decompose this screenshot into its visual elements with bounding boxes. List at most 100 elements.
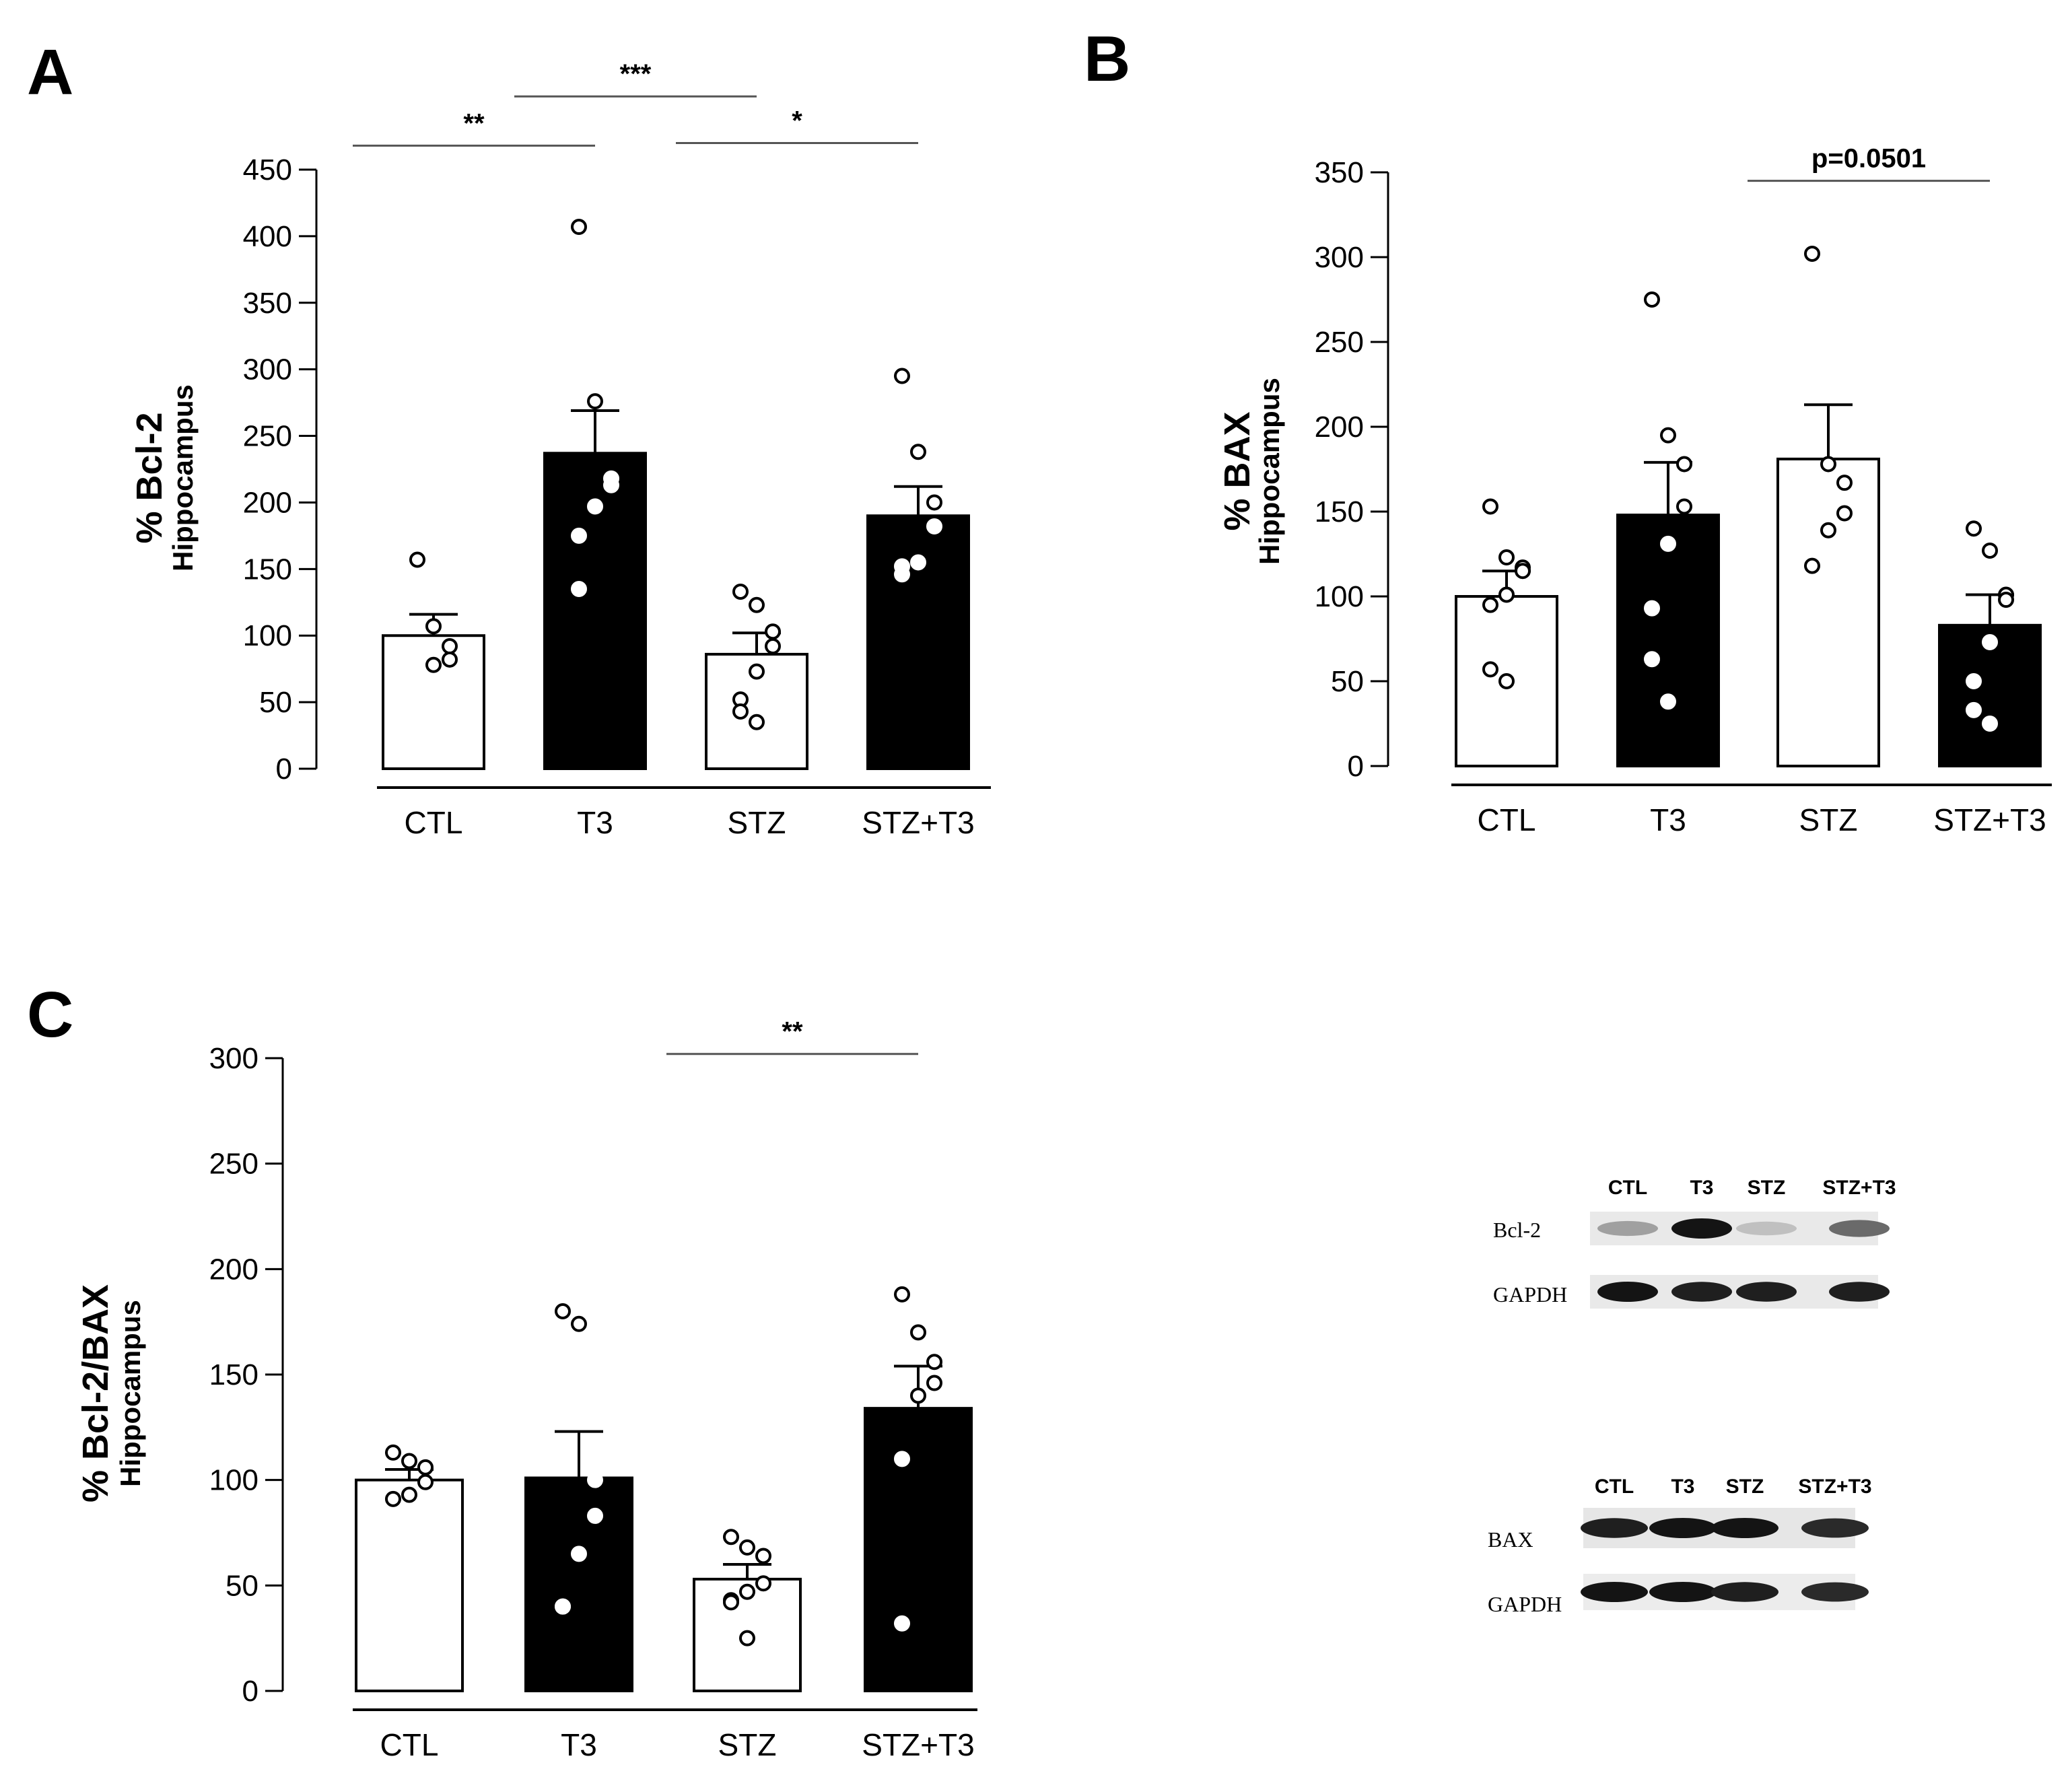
chart-c-x-tick-label: STZ+T3 (862, 1727, 974, 1762)
blot-lane-label: STZ+T3 (1822, 1177, 1896, 1199)
blot-band (1736, 1221, 1797, 1236)
chart-b-data-point (1676, 456, 1692, 473)
chart-b-data-point (1982, 634, 1998, 651)
chart-c-data-point (401, 1486, 417, 1503)
blot-lane-label: STZ (1726, 1476, 1764, 1498)
chart-a-bar (382, 634, 485, 770)
chart-a-y-tick-label: 100 (243, 619, 292, 652)
blot-band (1711, 1518, 1779, 1538)
chart-b-bar (1616, 514, 1720, 767)
chart-c-x-tick-label: T3 (561, 1727, 597, 1762)
chart-a-data-point (571, 527, 587, 544)
chart-b-data-point (1498, 549, 1515, 566)
blot-row-label: Bcl-2 (1493, 1218, 1541, 1242)
chart-a-y-tick-label: 300 (243, 353, 292, 386)
chart-a-y-tick-label: 200 (243, 486, 292, 519)
chart-c-y-tick-label: 150 (209, 1358, 258, 1391)
chart-c-data-point (739, 1630, 755, 1646)
blot-band (1801, 1582, 1869, 1602)
chart-a-significance-label: ** (463, 108, 485, 138)
chart-c-y-tick-label: 50 (226, 1569, 258, 1602)
blot-band (1671, 1282, 1732, 1302)
chart-a-data-point (749, 663, 765, 680)
chart-a-data-point (749, 714, 765, 730)
blot-lane-label: STZ+T3 (1798, 1476, 1871, 1498)
chart-b-y-tick-label: 150 (1315, 495, 1364, 528)
chart-b-data-point (1482, 661, 1498, 678)
chart-c-data-point (417, 1459, 434, 1476)
blot-row-label: GAPDH (1493, 1282, 1567, 1307)
chart-c-ylabel-sub: Hippocampus (114, 1300, 146, 1487)
chart-c-significance-label: ** (782, 1017, 803, 1047)
chart-b-data-point (1482, 498, 1498, 515)
chart-b-data-point (1660, 535, 1676, 552)
chart-b-data-point (1804, 245, 1820, 262)
chart-b-data-point (1515, 563, 1531, 580)
chart-a-data-point (894, 566, 910, 583)
chart-c-y-tick-label: 100 (209, 1464, 258, 1497)
chart-a-data-point (425, 618, 442, 635)
chart-b-y-tick-label: 200 (1315, 411, 1364, 444)
chart-a-data-point (749, 596, 765, 613)
chart-c-data-point (385, 1444, 401, 1461)
chart-a-data-point (571, 581, 587, 597)
chart-c-data-point (555, 1598, 571, 1615)
chart-b-x-tick-label: T3 (1650, 802, 1686, 837)
blot-band (1671, 1218, 1732, 1239)
chart-c-data-point (739, 1539, 755, 1556)
chart-c-data-point (723, 1594, 739, 1611)
blot-band (1581, 1518, 1648, 1538)
chart-c-ylabel: % Bcl-2/BAX (75, 1284, 116, 1502)
chart-b-data-point (1836, 505, 1853, 522)
chart-c-data-point (894, 1615, 910, 1632)
chart-c-data-point (894, 1286, 910, 1303)
chart-c-y-tick-label: 200 (209, 1253, 258, 1286)
chart-c-data-point (587, 1507, 603, 1524)
chart-c-bar (524, 1476, 633, 1693)
chart-c-data-point (723, 1529, 739, 1546)
chart-b-data-point (1820, 456, 1836, 473)
chart-a-x-tick-label: T3 (577, 805, 613, 840)
blot-lane-label: T3 (1690, 1177, 1713, 1199)
chart-c-x-tick-label: CTL (380, 1727, 439, 1762)
panel-letter-a: A (27, 36, 73, 108)
chart-a-ylabel-sub: Hippocampus (167, 384, 199, 571)
chart-a-significance-label: * (792, 106, 802, 135)
chart-c-data-point (910, 1324, 926, 1341)
blot-lane-label: T3 (1671, 1476, 1694, 1498)
chart-a-data-point (765, 638, 781, 655)
chart-b-data-point (1644, 600, 1660, 617)
blot-lane-label: CTL (1595, 1476, 1634, 1498)
chart-a-data-point (442, 638, 458, 655)
chart-bcl2-bax-ratio: % Bcl-2/BAX Hippocampus 0 50 100 150 200 250 3… (75, 1017, 977, 1762)
chart-c-data-point (401, 1453, 417, 1469)
chart-b-ylabel-sub: Hippocampus (1253, 378, 1285, 565)
chart-c-data-point (587, 1471, 603, 1488)
chart-a-y-tick-label: 0 (276, 753, 292, 786)
chart-b-data-point (1998, 592, 2014, 609)
chart-b-x-tick-label: STZ (1799, 802, 1858, 837)
chart-c-y-tick-label: 250 (209, 1148, 258, 1181)
chart-a-x-tick-label: CTL (405, 805, 463, 840)
blot-band (1597, 1282, 1658, 1302)
chart-a-y-tick-label: 250 (243, 420, 292, 453)
chart-a-data-point (894, 368, 910, 384)
chart-a-data-point (587, 498, 603, 515)
chart-c-data-point (894, 1451, 910, 1467)
chart-b-data-point (1820, 522, 1836, 539)
western-blot-bcl2: CTL T3 STZ STZ+T3 Bcl-2 GAPDH (1493, 1177, 1896, 1309)
chart-b-y-tick-label: 300 (1315, 241, 1364, 274)
chart-a-y-tick-label: 400 (243, 220, 292, 253)
chart-a-significance-label: *** (620, 59, 652, 89)
chart-a-data-point (571, 219, 587, 236)
blot-band (1649, 1582, 1717, 1602)
chart-b-data-point (1482, 596, 1498, 613)
chart-b-y-tick-label: 350 (1315, 156, 1364, 189)
chart-a-data-point (732, 703, 749, 720)
chart-a-y-tick-label: 150 (243, 553, 292, 586)
chart-c-data-point (417, 1473, 434, 1490)
chart-a-data-point (409, 551, 425, 568)
chart-a-data-point (587, 393, 603, 410)
chart-bcl2: % Bcl-2 Hippocampus 0 50 100 150 200 250 300 35… (129, 59, 991, 840)
western-blot-bax: CTL T3 STZ STZ+T3 BAX GAPDH (1488, 1476, 1872, 1616)
